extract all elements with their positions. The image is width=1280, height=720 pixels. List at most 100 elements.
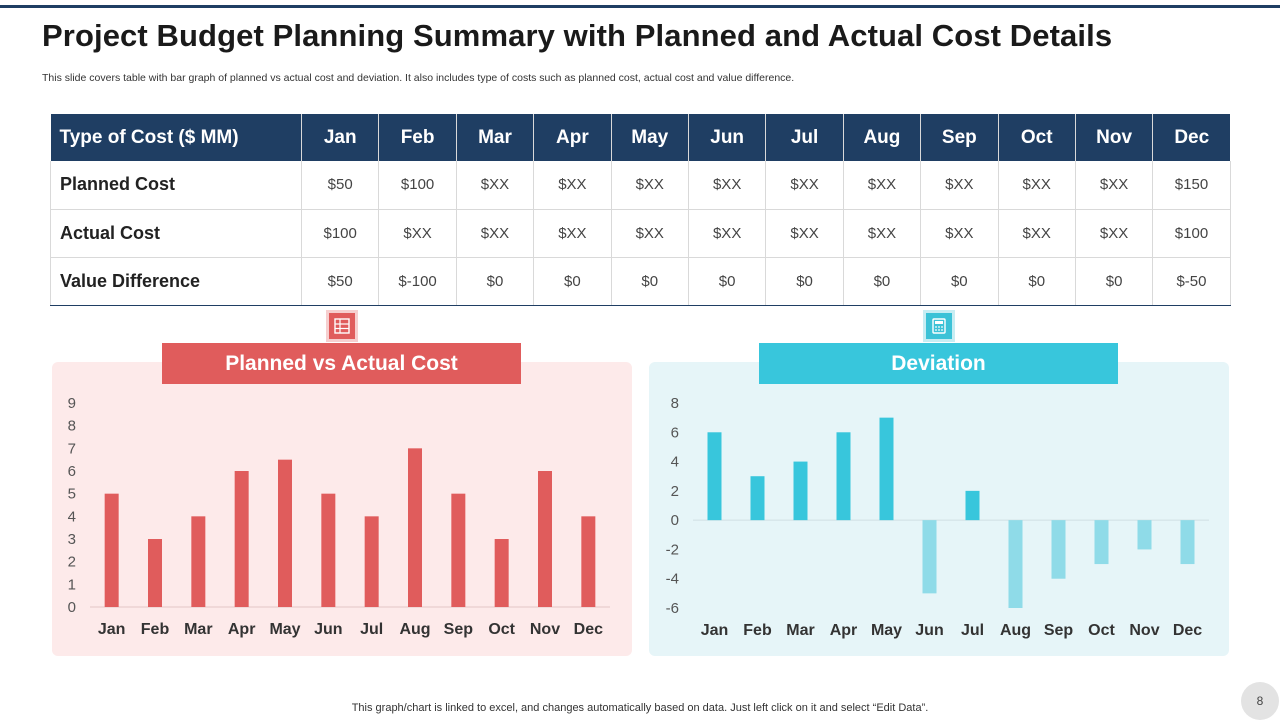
bar-apr bbox=[836, 432, 851, 521]
table-cell: $0 bbox=[688, 257, 767, 306]
x-tick-label: Apr bbox=[830, 622, 858, 639]
y-tick-label: -6 bbox=[666, 600, 679, 617]
x-tick-label: May bbox=[871, 622, 902, 639]
bar-dec bbox=[581, 516, 596, 607]
table-cell: $0 bbox=[765, 257, 844, 306]
bar-sep bbox=[451, 493, 466, 607]
table-cell: $XX bbox=[765, 161, 844, 210]
bar-may bbox=[879, 417, 894, 521]
table-cell: $0 bbox=[456, 257, 535, 306]
x-tick-label: Dec bbox=[574, 621, 603, 638]
deviation-banner: Deviation bbox=[759, 343, 1118, 384]
table-row: Value Difference $50 $-100 $0 $0 $0 $0 $… bbox=[50, 257, 1231, 306]
x-tick-label: Feb bbox=[141, 621, 170, 638]
table-cell: $0 bbox=[533, 257, 612, 306]
table-cell: $0 bbox=[1075, 257, 1154, 306]
header-cell-month: Mar bbox=[456, 114, 535, 161]
spreadsheet-icon bbox=[326, 310, 358, 342]
table-cell: $XX bbox=[998, 161, 1076, 210]
y-tick-label: 0 bbox=[68, 599, 76, 616]
y-tick-label: 6 bbox=[68, 463, 76, 480]
bar-jan bbox=[104, 493, 119, 607]
y-tick-label: 3 bbox=[68, 531, 76, 548]
table-cell: $-50 bbox=[1152, 257, 1231, 306]
bar-jan bbox=[707, 432, 722, 521]
bar-apr bbox=[234, 471, 249, 607]
bar-aug bbox=[1008, 520, 1023, 608]
bar-jul bbox=[965, 490, 980, 521]
table-cell: $50 bbox=[301, 257, 380, 306]
y-tick-label: 2 bbox=[671, 483, 679, 500]
x-tick-label: Jun bbox=[314, 621, 342, 638]
x-tick-label: Oct bbox=[488, 621, 515, 638]
x-tick-label: Nov bbox=[530, 621, 560, 638]
top-accent-rule bbox=[0, 5, 1280, 8]
table-cell: $XX bbox=[533, 161, 612, 210]
y-tick-label: 1 bbox=[68, 576, 76, 593]
bar-may bbox=[278, 459, 292, 607]
deviation-chart: -6 -4 -2 0 2 4 6 8 Jan Feb Mar Apr May Jun Jul Aug Sep Oc… bbox=[666, 395, 1209, 639]
table-cell: $XX bbox=[688, 161, 767, 210]
x-tick-label: Jul bbox=[961, 622, 984, 639]
y-tick-label: 8 bbox=[68, 418, 76, 435]
table-cell: $0 bbox=[843, 257, 922, 306]
table-cell: $100 bbox=[301, 209, 380, 258]
y-tick-label: 5 bbox=[68, 486, 76, 503]
row-label: Value Difference bbox=[50, 257, 302, 306]
table-cell: $XX bbox=[688, 209, 767, 258]
planned-vs-actual-chart: 0 1 2 3 4 5 6 7 8 9 Jan Feb Mar Apr May Jun Jul Aug Sep Oct… bbox=[68, 395, 610, 638]
bar-oct bbox=[1094, 520, 1109, 565]
x-tick-label: Oct bbox=[1088, 622, 1115, 639]
header-cell-month: Aug bbox=[843, 114, 922, 161]
header-cell-month: Jan bbox=[301, 114, 380, 161]
bar-jul bbox=[364, 516, 379, 607]
table-cell: $0 bbox=[998, 257, 1076, 306]
y-tick-label: 2 bbox=[68, 554, 76, 571]
y-tick-label: 4 bbox=[68, 508, 76, 525]
bar-dec bbox=[1180, 520, 1195, 565]
x-tick-label: Mar bbox=[184, 621, 212, 638]
table-cell: $100 bbox=[1152, 209, 1231, 258]
bar-nov bbox=[1137, 520, 1152, 550]
x-tick-label: Sep bbox=[444, 621, 474, 638]
bar-mar bbox=[793, 461, 808, 521]
table-cell: $0 bbox=[920, 257, 999, 306]
bar-mar bbox=[191, 516, 206, 607]
table-row: Actual Cost $100 $XX $XX $XX $XX $XX $XX… bbox=[50, 209, 1231, 258]
header-cell-month: Sep bbox=[920, 114, 999, 161]
calculator-icon bbox=[923, 310, 955, 342]
table-cell: $-100 bbox=[378, 257, 457, 306]
x-tick-label: Dec bbox=[1173, 622, 1202, 639]
header-cell-type: Type of Cost ($ MM) bbox=[50, 114, 302, 161]
header-cell-month: Dec bbox=[1152, 114, 1231, 161]
bar-jun bbox=[321, 493, 336, 607]
x-tick-label: Feb bbox=[743, 622, 772, 639]
deviation-panel bbox=[649, 362, 1229, 656]
x-tick-label: Aug bbox=[1000, 622, 1031, 639]
header-cell-month: Oct bbox=[998, 114, 1076, 161]
table-cell: $XX bbox=[1075, 209, 1154, 258]
header-cell-month: Jul bbox=[765, 114, 844, 161]
table-cell: $XX bbox=[456, 161, 535, 210]
table-cell: $XX bbox=[1075, 161, 1154, 210]
table-cell: $XX bbox=[843, 209, 922, 258]
table-cell: $XX bbox=[998, 209, 1076, 258]
planned-vs-actual-banner: Planned vs Actual Cost bbox=[162, 343, 521, 384]
y-tick-label: -2 bbox=[666, 541, 679, 558]
bar-aug bbox=[408, 448, 422, 607]
table-cell: $XX bbox=[765, 209, 844, 258]
header-cell-month: Apr bbox=[533, 114, 612, 161]
bar-oct bbox=[494, 539, 509, 607]
x-tick-label: Jan bbox=[98, 621, 126, 638]
cost-table: Type of Cost ($ MM) Jan Feb Mar Apr May … bbox=[50, 114, 1231, 306]
page-number: 8 bbox=[1241, 682, 1279, 720]
page-title: Project Budget Planning Summary with Pla… bbox=[42, 18, 1113, 53]
header-cell-month: May bbox=[611, 114, 689, 161]
y-tick-label: 0 bbox=[671, 512, 679, 529]
table-cell: $XX bbox=[611, 161, 689, 210]
x-tick-label: Sep bbox=[1044, 622, 1074, 639]
y-tick-label: 8 bbox=[671, 395, 679, 412]
table-row: Planned Cost $50 $100 $XX $XX $XX $XX $X… bbox=[50, 161, 1231, 210]
header-cell-month: Feb bbox=[378, 114, 457, 161]
table-cell: $150 bbox=[1152, 161, 1231, 210]
